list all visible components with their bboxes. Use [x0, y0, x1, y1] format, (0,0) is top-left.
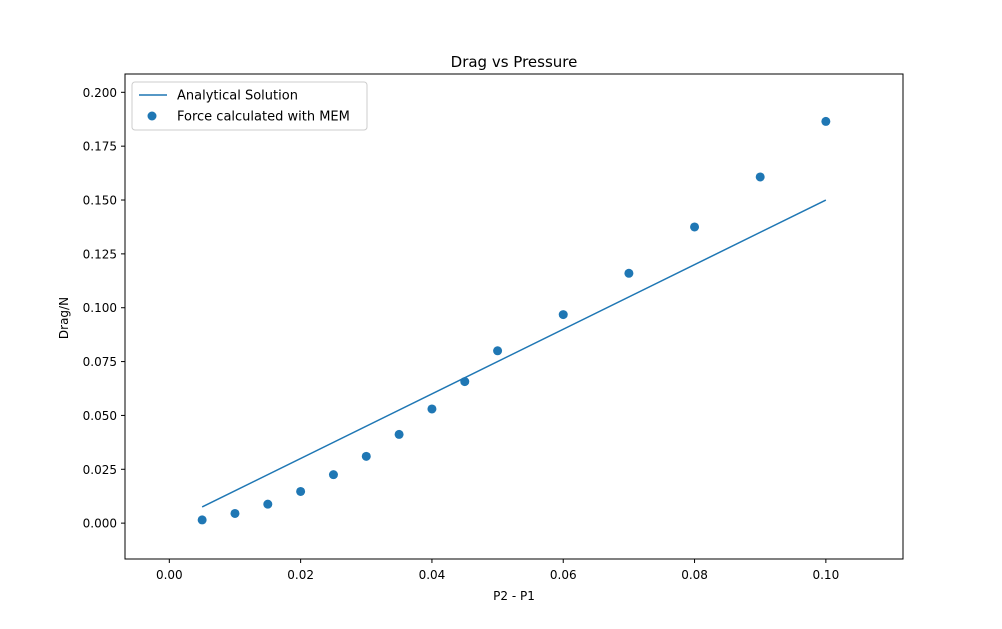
y-axis-label: Drag/N: [57, 297, 71, 339]
y-tick-label: 0.075: [83, 355, 117, 369]
x-tick-label: 0.02: [287, 568, 314, 582]
mem-data-point: [230, 508, 240, 518]
y-axis-ticks: 0.000 0.025 0.050 0.075 0.100 0.125 0.150 0.175…: [83, 86, 125, 531]
mem-data-point: [263, 499, 273, 509]
y-tick-label: 0.175: [83, 140, 117, 154]
x-axis-label: P2 - P1: [493, 589, 535, 603]
y-tick-label: 0.125: [83, 247, 117, 261]
mem-data-point: [624, 268, 634, 278]
x-tick-label: 0.06: [550, 568, 577, 582]
legend-label-mem: Force calculated with MEM: [177, 110, 350, 125]
mem-data-point: [755, 172, 765, 182]
mem-data-point: [361, 451, 371, 461]
legend: Analytical Solution Force calculated wit…: [131, 81, 368, 131]
plot-content: [197, 116, 831, 525]
mem-data-point: [493, 346, 503, 356]
legend-label-analytical: Analytical Solution: [177, 89, 298, 104]
x-tick-label: 0.10: [812, 568, 839, 582]
mem-data-point: [296, 486, 306, 496]
y-tick-label: 0.100: [83, 301, 117, 315]
mem-data-point: [821, 116, 831, 126]
x-axis-ticks: 0.00 0.02 0.04 0.06 0.08 0.10: [156, 559, 839, 582]
mem-data-point: [328, 470, 338, 480]
y-tick-label: 0.025: [83, 463, 117, 477]
x-tick-label: 0.00: [156, 568, 183, 582]
mem-data-point: [394, 429, 404, 439]
legend-box: [131, 81, 368, 131]
mem-data-point: [690, 222, 700, 232]
chart-title: Drag vs Pressure: [451, 53, 578, 71]
plot-frame: [124, 73, 904, 560]
analytical-solution-line: [201, 199, 827, 508]
y-tick-label: 0.050: [83, 409, 117, 423]
x-tick-label: 0.08: [681, 568, 708, 582]
y-tick-label: 0.200: [83, 86, 117, 100]
y-tick-label: 0.150: [83, 194, 117, 208]
mem-data-point: [197, 515, 207, 525]
y-tick-label: 0.000: [83, 517, 117, 531]
mem-data-point: [460, 377, 470, 387]
x-tick-label: 0.04: [419, 568, 446, 582]
mem-data-point: [558, 310, 568, 320]
legend-marker-swatch: [147, 111, 157, 121]
mem-data-point: [427, 404, 437, 414]
